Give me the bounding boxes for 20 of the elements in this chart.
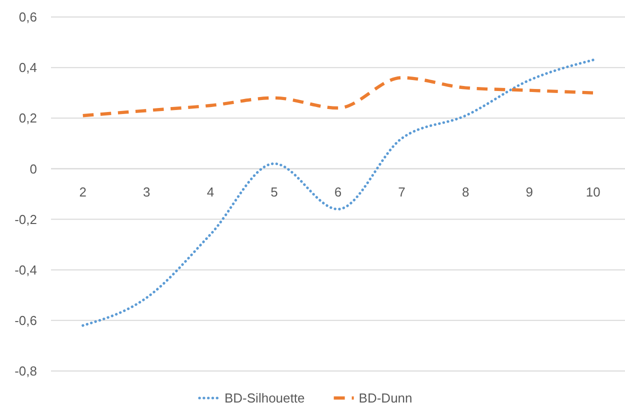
line-series	[81, 76, 595, 118]
x-tick-label: 9	[526, 184, 533, 200]
y-tick-label: -0,2	[14, 212, 37, 227]
x-tick-label: 10	[586, 184, 600, 200]
y-tick-label: 0,6	[18, 10, 37, 25]
legend-label: BD-Silhouette	[224, 390, 305, 406]
y-tick-label: -0,6	[14, 312, 37, 328]
x-tick-label: 2	[79, 184, 87, 200]
y-tick-label: -0,4	[14, 262, 37, 278]
x-tick-label: 5	[270, 184, 278, 200]
x-tick-label: 3	[143, 184, 150, 200]
legend-label: BD-Dunn	[358, 390, 412, 406]
y-tick-label: 0	[30, 161, 37, 176]
y-tick-label: 0,2	[18, 110, 37, 126]
x-tick-label: 6	[334, 184, 342, 200]
x-tick-label: 7	[398, 184, 406, 200]
x-tick-label: 4	[206, 184, 214, 200]
y-tick-label: 0,4	[18, 60, 37, 76]
y-tick-label: -0,8	[14, 364, 37, 379]
x-tick-label: 8	[462, 184, 470, 200]
